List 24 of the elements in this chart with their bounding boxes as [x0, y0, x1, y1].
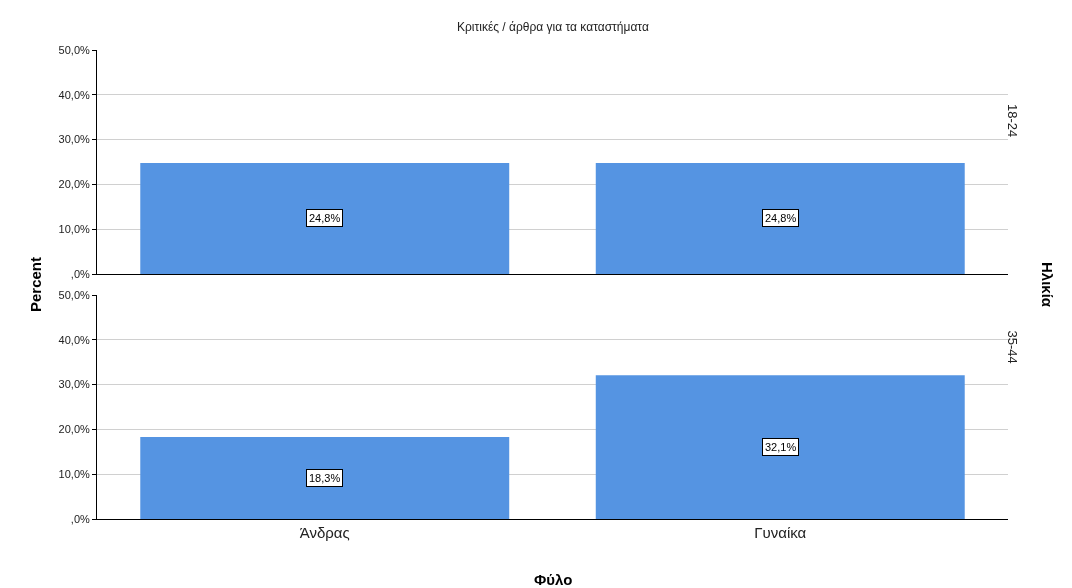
annotation: 35-44	[1004, 330, 1020, 364]
annotation: 18-24	[1005, 104, 1020, 138]
y-tick-label: 30,0%	[58, 378, 91, 391]
x-tick-label: Άνδρας	[299, 524, 350, 541]
y-tick-label: 10,0%	[58, 468, 91, 481]
y-axis-title: Percent	[27, 256, 44, 312]
data-label: 32,1%	[765, 441, 797, 453]
x-tick-label: Γυναίκα	[754, 524, 807, 541]
x-axis-title: Φύλο	[534, 571, 573, 588]
y-tick-label: 30,0%	[58, 133, 91, 146]
y-tick-label: ,0%	[70, 267, 91, 280]
y-tick-label: 50,0%	[58, 288, 91, 301]
y-tick-label: 20,0%	[58, 423, 91, 436]
y-tick-label: 10,0%	[58, 223, 91, 236]
y-tick-label: 40,0%	[58, 333, 91, 346]
y-tick-label: ,0%	[70, 512, 91, 525]
text: Ηλικία	[1039, 262, 1056, 308]
y-tick-label: 50,0%	[58, 43, 91, 56]
data-label: 24,8%	[765, 212, 797, 224]
y-tick-label: 40,0%	[58, 88, 91, 101]
chart-title: Κριτικές / άρθρα για τα καταστήματα	[457, 20, 649, 34]
data-label: 24,8%	[309, 212, 341, 224]
data-label: 18,3%	[309, 472, 341, 484]
y-tick-label: 20,0%	[58, 178, 91, 191]
